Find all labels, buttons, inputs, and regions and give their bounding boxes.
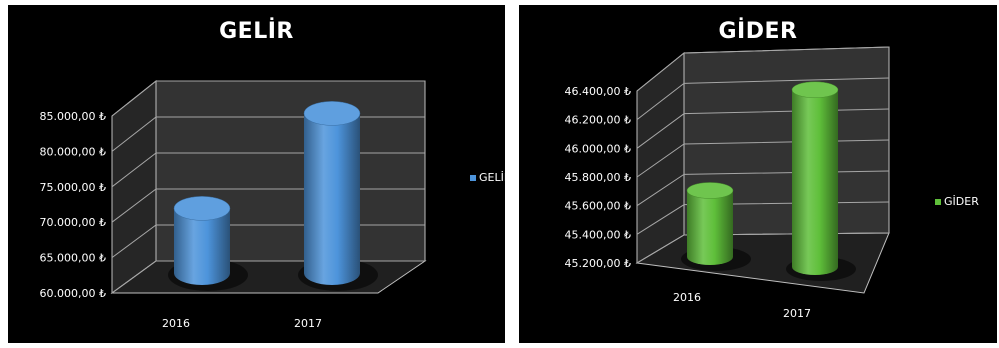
y-tick-label: 60.000,00 ₺ [40, 287, 106, 300]
gider-chart-title: GİDER [718, 19, 798, 44]
y-tick-label: 45.200,00 ₺ [565, 257, 631, 270]
gider-legend-swatch [935, 198, 941, 205]
chart-walls [635, 46, 890, 294]
y-tick-label: 70.000,00 ₺ [40, 216, 106, 229]
y-tick-label: 85.000,00 ₺ [40, 110, 106, 123]
gelir-legend-label: GELİR [479, 171, 512, 184]
y-tick-label: 46.200,00 ₺ [565, 114, 631, 127]
x-tick-label: 2016 [673, 291, 701, 304]
y-tick-label: 80.000,00 ₺ [40, 145, 106, 158]
gider-legend: GİDER [935, 195, 979, 208]
gelir-legend-swatch [470, 174, 476, 181]
bar-2016 [168, 196, 248, 291]
bar-2017 [786, 81, 856, 281]
y-tick-label: 46.400,00 ₺ [565, 85, 631, 98]
x-tick-label: 2016 [162, 317, 190, 330]
y-tick-label: 45.400,00 ₺ [565, 228, 631, 241]
gider-chart-panel: 45.200,00 ₺ 45.400,00 ₺ 45.600,00 ₺ 45.800,… [519, 5, 997, 343]
gridline [636, 46, 890, 92]
x-tick-label: 2017 [783, 307, 811, 320]
x-tick-label: 2017 [294, 317, 322, 330]
gider-legend-label: GİDER [944, 195, 979, 208]
y-tick-label: 45.800,00 ₺ [565, 171, 631, 184]
y-tick-label: 75.000,00 ₺ [40, 181, 106, 194]
gider-chart: 45.200,00 ₺ 45.400,00 ₺ 45.600,00 ₺ 45.800,… [565, 46, 890, 320]
gelir-chart-title: GELİR [219, 19, 294, 44]
gelir-chart-panel: 60.000,00 ₺ 65.000,00 ₺ 70.000,00 ₺ 75.000,… [8, 5, 512, 343]
gridline [111, 80, 425, 117]
gridline [636, 77, 890, 121]
y-tick-label: 46.000,00 ₺ [565, 142, 631, 155]
gelir-legend: GELİR [470, 171, 512, 184]
y-tick-label: 65.000,00 ₺ [40, 252, 106, 265]
gelir-chart: 60.000,00 ₺ 65.000,00 ₺ 70.000,00 ₺ 75.000,… [40, 79, 427, 330]
bar-2016 [681, 182, 751, 271]
bar-2017 [298, 101, 378, 291]
y-tick-label: 45.600,00 ₺ [565, 200, 631, 213]
